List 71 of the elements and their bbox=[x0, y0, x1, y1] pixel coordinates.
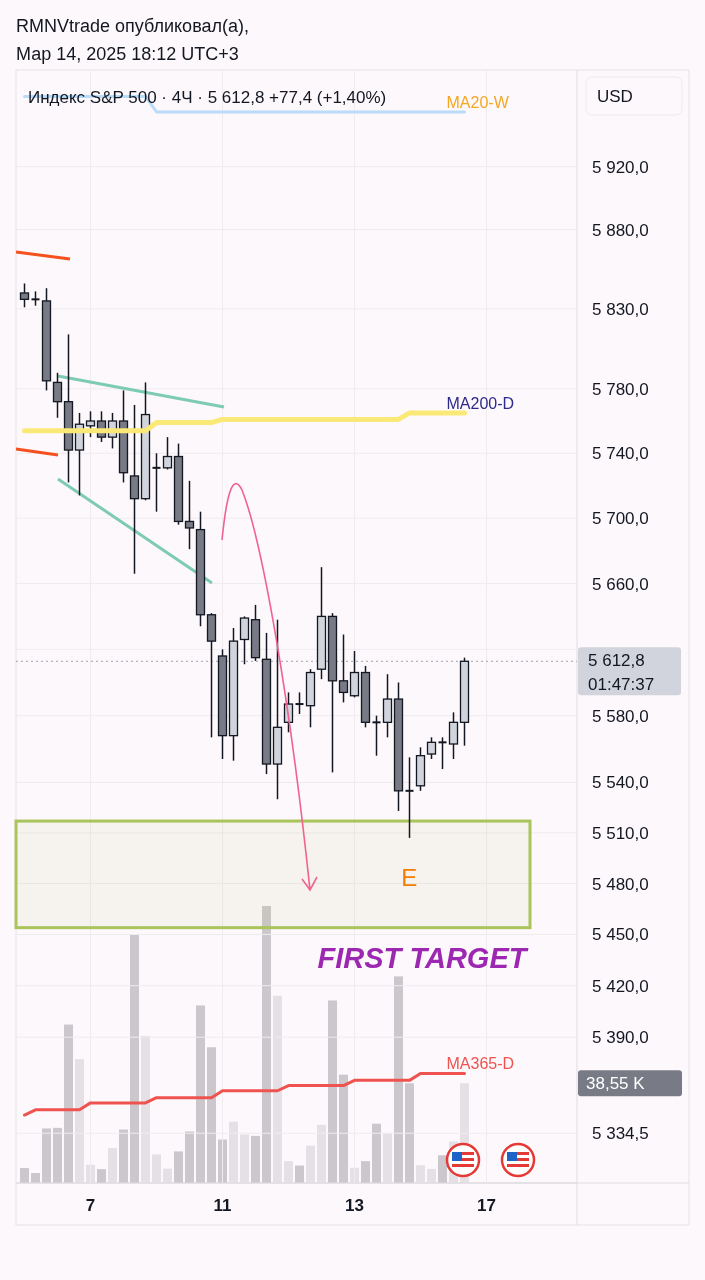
chart-subtitle: Мар 14, 2025 18:12 UTC+3 bbox=[16, 44, 239, 64]
y-tick-label: 5 920,0 bbox=[592, 157, 649, 177]
y-tick-label: 5 830,0 bbox=[592, 299, 649, 319]
candlestick bbox=[151, 452, 162, 513]
bar bbox=[339, 1074, 348, 1183]
bar bbox=[20, 1168, 29, 1183]
candlestick bbox=[85, 410, 96, 438]
bar bbox=[438, 1155, 447, 1183]
x-tick-label: 11 bbox=[213, 1196, 232, 1215]
y-axis-title: USD bbox=[597, 87, 633, 106]
bar bbox=[31, 1173, 40, 1183]
bar bbox=[361, 1161, 370, 1183]
y-tick-label: 5 334,5 bbox=[592, 1124, 649, 1144]
bar bbox=[405, 1083, 414, 1183]
y-tick-label: 5 510,0 bbox=[592, 823, 649, 843]
ref-line-label: 5 612,8 bbox=[588, 651, 645, 671]
candlestick bbox=[19, 282, 30, 309]
chart-title: RMNVtrade опубликовал(а), bbox=[16, 16, 250, 36]
candlestick bbox=[426, 736, 437, 760]
x-tick-label: 17 bbox=[477, 1196, 496, 1215]
y-tick-label: 5 880,0 bbox=[592, 220, 649, 240]
bar bbox=[207, 1047, 216, 1183]
text: 01:47:37 bbox=[588, 675, 655, 695]
y-tick-label: 5 540,0 bbox=[592, 773, 649, 793]
candlestick bbox=[129, 404, 140, 575]
bar bbox=[262, 906, 271, 1183]
y-tick-label: 5 420,0 bbox=[592, 976, 649, 996]
candlestick bbox=[239, 615, 250, 665]
candlestick bbox=[338, 633, 349, 704]
series-label: MA200-D bbox=[446, 394, 515, 412]
bar bbox=[119, 1129, 128, 1183]
candlestick bbox=[162, 436, 173, 471]
y-tick-label: 5 700,0 bbox=[592, 509, 649, 529]
y-tick-label: 5 740,0 bbox=[592, 444, 649, 464]
candlestick bbox=[382, 673, 393, 739]
bar bbox=[251, 1135, 260, 1183]
y-tick-label: 5 390,0 bbox=[592, 1028, 649, 1048]
bar bbox=[295, 1165, 304, 1183]
line-series bbox=[23, 1071, 466, 1117]
candlestick bbox=[184, 480, 195, 550]
y-tick-label: 5 480,0 bbox=[592, 874, 649, 894]
bar bbox=[174, 1151, 183, 1183]
candlestick bbox=[294, 691, 305, 715]
bar bbox=[394, 976, 403, 1183]
annotation: Индекс S&P 500 · 4Ч · 5 612,8 +77,4 (+1,40%) bbox=[28, 88, 387, 107]
candlestick bbox=[349, 650, 360, 699]
bar bbox=[97, 1169, 106, 1183]
y-tick-label: 5 450,0 bbox=[592, 925, 649, 945]
y-tick-label: 5 580,0 bbox=[592, 706, 649, 726]
x-tick-label: 7 bbox=[85, 1196, 96, 1215]
bar bbox=[372, 1123, 381, 1183]
candlestick bbox=[52, 372, 63, 419]
bar bbox=[328, 1000, 337, 1183]
band-label: E bbox=[401, 864, 418, 892]
bar bbox=[53, 1127, 62, 1183]
candlestick bbox=[437, 736, 448, 770]
bar bbox=[196, 1005, 205, 1183]
bar bbox=[42, 1128, 51, 1183]
bar bbox=[64, 1024, 73, 1183]
candlestick bbox=[448, 711, 459, 760]
x-tick-label: 13 bbox=[345, 1196, 364, 1215]
text: 38,55 K bbox=[586, 1074, 646, 1094]
annotation: FIRST TARGET bbox=[317, 942, 529, 974]
series-label: MA20-W bbox=[446, 93, 510, 111]
candlestick bbox=[404, 756, 415, 839]
bar bbox=[130, 934, 139, 1183]
y-tick-label: 5 780,0 bbox=[592, 379, 649, 399]
y-tick-label: 5 660,0 bbox=[592, 574, 649, 594]
candlestick bbox=[371, 714, 382, 757]
series-label: MA365-D bbox=[446, 1055, 515, 1073]
bar bbox=[185, 1131, 194, 1183]
